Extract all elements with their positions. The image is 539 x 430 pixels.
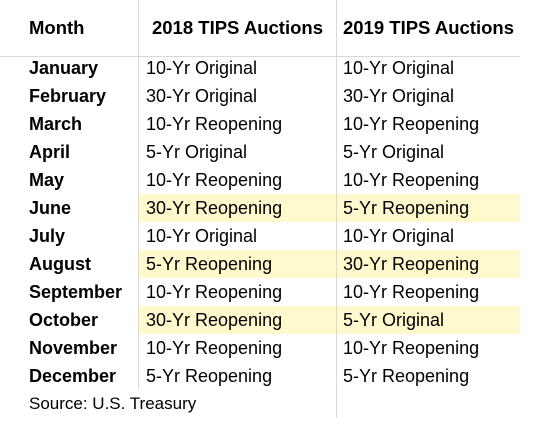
table-row: January 10-Yr Original 10-Yr Original <box>0 54 520 82</box>
month-cell: April <box>29 141 71 162</box>
auction-2018-cell: 10-Yr Original <box>138 222 336 250</box>
month-cell: February <box>29 85 107 106</box>
auction-2018-cell: 30-Yr Reopening <box>138 306 336 334</box>
auction-2018-cell: 5-Yr Reopening <box>138 362 336 390</box>
table-row: July 10-Yr Original 10-Yr Original <box>0 222 520 250</box>
month-cell: May <box>29 169 65 190</box>
auction-2018-cell: 5-Yr Reopening <box>138 250 336 278</box>
month-cell: September <box>29 281 123 302</box>
header-2018: 2018 TIPS Auctions <box>138 0 336 56</box>
auction-2018-cell: 10-Yr Original <box>138 54 336 82</box>
month-cell: January <box>29 57 99 78</box>
auction-2019-cell: 30-Yr Original <box>336 82 520 110</box>
auction-2019-cell: 30-Yr Reopening <box>336 250 520 278</box>
month-cell: November <box>29 337 118 358</box>
header-month: Month <box>29 17 85 38</box>
table-row: April 5-Yr Original 5-Yr Original <box>0 138 520 166</box>
auction-2019-cell: 10-Yr Original <box>336 222 520 250</box>
column-divider <box>336 390 337 418</box>
month-cell: June <box>29 197 72 218</box>
table-row: February 30-Yr Original 30-Yr Original <box>0 82 520 110</box>
auction-2018-cell: 10-Yr Reopening <box>138 334 336 362</box>
auction-2018-cell: 10-Yr Reopening <box>138 278 336 306</box>
source-note: Source: U.S. Treasury <box>29 394 197 413</box>
month-cell: March <box>29 113 83 134</box>
table-row: May 10-Yr Reopening 10-Yr Reopening <box>0 166 520 194</box>
table-header: Month 2018 TIPS Auctions 2019 TIPS Aucti… <box>0 0 520 57</box>
auction-2018-cell: 10-Yr Reopening <box>138 110 336 138</box>
auction-2019-cell: 5-Yr Reopening <box>336 194 520 222</box>
table-row: December 5-Yr Reopening 5-Yr Reopening <box>0 362 520 390</box>
auction-2019-cell: 10-Yr Reopening <box>336 334 520 362</box>
table-row: September 10-Yr Reopening 10-Yr Reopening <box>0 278 520 306</box>
month-cell: October <box>29 309 99 330</box>
auction-2019-cell: 10-Yr Reopening <box>336 110 520 138</box>
month-cell: December <box>29 365 117 386</box>
auction-2018-cell: 30-Yr Reopening <box>138 194 336 222</box>
source-row: Source: U.S. Treasury <box>0 390 520 418</box>
auction-2019-cell: 5-Yr Original <box>336 306 520 334</box>
table-row: March 10-Yr Reopening 10-Yr Reopening <box>0 110 520 138</box>
header-2019: 2019 TIPS Auctions <box>336 0 520 56</box>
month-cell: August <box>29 253 91 274</box>
auction-2019-cell: 5-Yr Reopening <box>336 362 520 390</box>
auction-2018-cell: 5-Yr Original <box>138 138 336 166</box>
table-row: November 10-Yr Reopening 10-Yr Reopening <box>0 334 520 362</box>
auction-2019-cell: 5-Yr Original <box>336 138 520 166</box>
table-row: August 5-Yr Reopening 30-Yr Reopening <box>0 250 520 278</box>
table-row: June 30-Yr Reopening 5-Yr Reopening <box>0 194 520 222</box>
table-row: October 30-Yr Reopening 5-Yr Original <box>0 306 520 334</box>
auction-2018-cell: 30-Yr Original <box>138 82 336 110</box>
auction-2018-cell: 10-Yr Reopening <box>138 166 336 194</box>
auction-2019-cell: 10-Yr Reopening <box>336 278 520 306</box>
month-cell: July <box>29 225 66 246</box>
auction-2019-cell: 10-Yr Original <box>336 54 520 82</box>
auction-2019-cell: 10-Yr Reopening <box>336 166 520 194</box>
